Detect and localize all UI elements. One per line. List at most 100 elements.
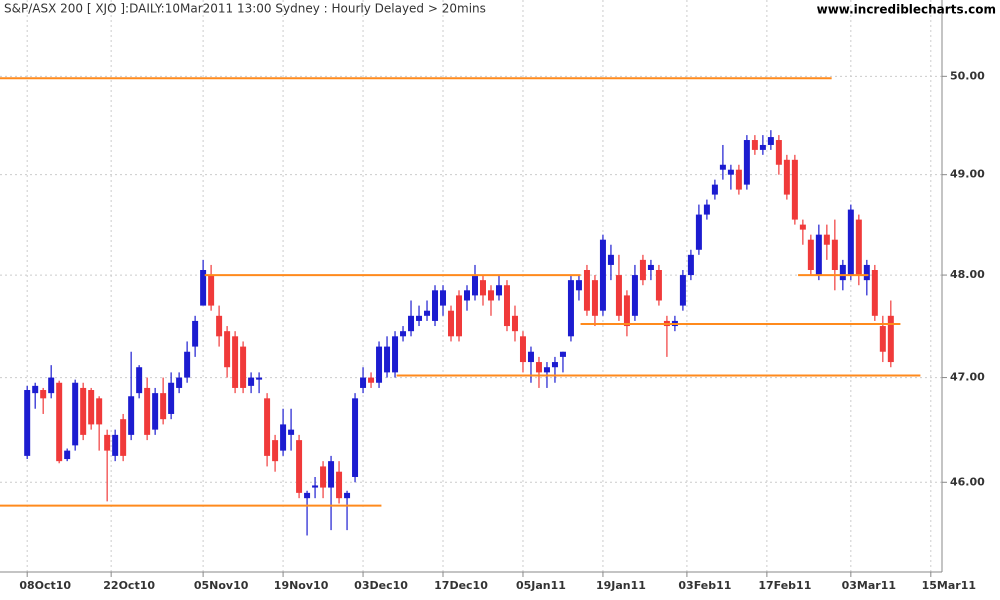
candle-body <box>264 398 271 456</box>
candle-body <box>152 393 159 430</box>
candle-body <box>575 280 582 291</box>
candle-body <box>384 346 391 373</box>
candle-body <box>176 377 183 388</box>
candle-body <box>807 239 814 270</box>
candle-body <box>775 140 782 165</box>
candle-body <box>48 377 55 394</box>
candle-body <box>535 362 542 373</box>
x-tick-label: 19Nov10 <box>274 579 329 592</box>
candle-body <box>232 336 239 388</box>
candle-body <box>687 254 694 276</box>
candle-body <box>328 461 335 488</box>
candle-body <box>647 264 654 270</box>
x-tick-label: 22Oct10 <box>103 579 155 592</box>
candle-body <box>583 269 590 311</box>
candle-body <box>551 362 558 368</box>
candle-body <box>72 382 79 446</box>
candle-body <box>256 377 263 380</box>
candle-body <box>200 269 207 306</box>
candle-body <box>272 440 279 462</box>
candle-body <box>767 137 774 145</box>
candle-body <box>144 387 151 435</box>
candle-body <box>479 280 486 296</box>
candle-body <box>160 393 167 420</box>
candle-body <box>511 315 518 332</box>
y-tick-label: 46.00 <box>950 475 985 488</box>
candle-body <box>727 169 734 175</box>
candle-body <box>615 275 622 316</box>
candle-body <box>280 424 287 451</box>
candle-body <box>543 367 550 373</box>
candle-body <box>471 275 478 296</box>
candle-body <box>104 434 111 451</box>
x-tick-label: 05Jan11 <box>516 579 566 592</box>
candle-body <box>432 290 439 321</box>
x-tick-label: 08Oct10 <box>19 579 71 592</box>
candle-body <box>591 280 598 316</box>
candle-body <box>240 346 247 388</box>
candle-body <box>711 184 718 195</box>
candle-body <box>487 290 494 301</box>
candle-body <box>304 492 311 499</box>
candle-body <box>400 331 407 337</box>
candle-body <box>64 450 71 460</box>
candle-body <box>448 310 455 337</box>
y-tick-label: 50.00 <box>950 69 985 82</box>
candle-body <box>40 390 47 399</box>
x-tick-label: 05Nov10 <box>194 579 249 592</box>
candle-body <box>368 377 375 383</box>
candle-body <box>871 269 878 316</box>
candle-body <box>136 367 143 394</box>
candle-body <box>440 290 447 306</box>
candle-body <box>783 159 790 195</box>
candle-body <box>759 144 766 150</box>
candle-body <box>887 315 894 363</box>
source: www.incrediblecharts.com <box>817 3 996 17</box>
candle-body <box>128 396 135 435</box>
candle-body <box>392 336 399 373</box>
x-tick-label: 17Feb11 <box>758 579 811 592</box>
candle-body <box>719 164 726 170</box>
x-tick-label: 19Jan11 <box>596 579 646 592</box>
candle-body <box>839 264 846 281</box>
candle-body <box>519 336 526 363</box>
candle-body <box>495 285 502 296</box>
x-tick-label: 03Feb11 <box>678 579 731 592</box>
candle-body <box>360 377 367 388</box>
candle-body <box>639 259 646 281</box>
candle-body <box>863 264 870 281</box>
candle-body <box>815 234 822 276</box>
candle-body <box>320 466 327 488</box>
candle-body <box>224 331 231 368</box>
candle-body <box>855 219 862 276</box>
candle-body <box>751 140 758 150</box>
candle-body <box>112 434 119 456</box>
x-tick-label: 17Dec10 <box>434 579 488 592</box>
candle-body <box>743 140 750 185</box>
candle-body <box>32 385 39 394</box>
candle-body <box>655 269 662 301</box>
candle-body <box>456 295 463 337</box>
candle-body <box>88 390 95 425</box>
candle-body <box>424 310 431 316</box>
candle-body <box>791 159 798 220</box>
candle-body <box>24 390 31 456</box>
y-tick-label: 47.00 <box>950 371 985 384</box>
marks <box>0 77 921 536</box>
candle-body <box>559 351 566 357</box>
candle-body <box>288 429 295 435</box>
candle-body <box>823 234 830 245</box>
candle-body <box>168 382 175 414</box>
x-tick-label: 03Dec10 <box>354 579 408 592</box>
candle-body <box>312 485 319 488</box>
candle-body <box>192 320 199 347</box>
candle-body <box>120 419 127 456</box>
candle-body <box>695 214 702 250</box>
y-tick-label: 49.00 <box>950 168 985 181</box>
candle-body <box>464 290 471 301</box>
candle-body <box>567 280 574 337</box>
candle-body <box>344 492 351 499</box>
x-tick-label: 15Mar11 <box>922 579 976 592</box>
candle-body <box>296 440 303 493</box>
candle-body <box>679 275 686 306</box>
